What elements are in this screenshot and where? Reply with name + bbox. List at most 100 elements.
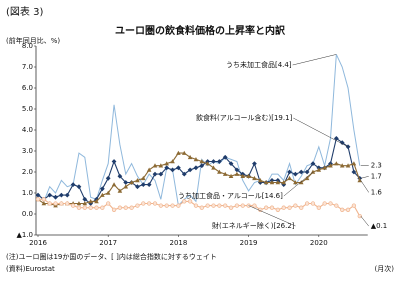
marker [65, 201, 70, 206]
x-tick-label: 2018 [169, 239, 187, 247]
marker [135, 184, 140, 190]
marker [217, 203, 222, 208]
marker [100, 192, 105, 197]
marker [339, 163, 345, 168]
marker [41, 201, 47, 206]
marker [216, 159, 222, 164]
marker [304, 201, 310, 206]
x-tick-label: 2017 [99, 239, 117, 247]
series-label: うち加工食品・アルコール[14.6] [178, 191, 283, 200]
marker [199, 159, 205, 164]
leader-line [248, 205, 296, 227]
marker [76, 184, 82, 190]
marker [176, 150, 181, 155]
marker [234, 171, 240, 176]
marker [117, 188, 123, 193]
marker [252, 161, 257, 166]
series-label: 財(エネルギー除く)[26.2] [212, 221, 295, 230]
marker [293, 203, 298, 208]
marker [105, 190, 111, 195]
marker [193, 157, 199, 162]
marker [70, 182, 76, 187]
marker [211, 159, 216, 164]
marker [88, 201, 94, 206]
marker [117, 205, 123, 210]
marker [275, 207, 281, 212]
marker [310, 201, 316, 206]
marker [59, 192, 64, 198]
marker [334, 161, 339, 166]
marker [252, 175, 257, 181]
marker [152, 163, 158, 168]
marker [117, 173, 123, 179]
figure-label: (図表 3) [6, 5, 43, 18]
marker [345, 207, 351, 212]
marker [146, 167, 152, 172]
marker [275, 180, 281, 185]
value-label: 2.3 [371, 162, 382, 170]
marker [322, 201, 327, 206]
chart-title: ユーロ圏の飲食料価格の上昇率と内訳 [115, 24, 286, 37]
marker [176, 165, 181, 171]
marker [228, 173, 234, 178]
marker [141, 201, 146, 206]
marker [187, 199, 193, 204]
marker [82, 201, 88, 206]
y-tick-label: ▲1.0 [16, 231, 33, 239]
marker [287, 205, 292, 210]
marker [281, 180, 286, 185]
y-tick-label: 1.0 [22, 189, 33, 197]
marker [281, 205, 286, 210]
marker [223, 203, 228, 208]
marker [205, 161, 210, 166]
marker [158, 171, 164, 177]
y-tick-label: 2.0 [22, 168, 33, 176]
x-tick-label: 2019 [240, 239, 258, 247]
marker [293, 171, 298, 177]
marker [263, 180, 269, 185]
marker [252, 203, 257, 208]
marker [211, 165, 216, 170]
leader-line [360, 215, 369, 227]
value-label: 1.7 [371, 172, 382, 180]
marker [135, 178, 140, 183]
marker [100, 205, 105, 210]
marker [334, 203, 339, 208]
marker [105, 175, 111, 181]
marker [123, 184, 129, 189]
marker [70, 203, 76, 208]
marker [351, 161, 357, 166]
marker [41, 197, 46, 202]
marker [35, 197, 41, 202]
marker [287, 175, 292, 181]
marker [328, 201, 333, 206]
marker [170, 159, 175, 164]
marker [217, 169, 222, 174]
leader-line [293, 117, 349, 148]
marker [357, 213, 362, 219]
marker [357, 178, 363, 183]
y-tick-label: 4.0 [22, 126, 33, 134]
marker [47, 201, 52, 206]
marker [322, 165, 327, 170]
marker [299, 205, 304, 210]
marker [94, 199, 99, 204]
y-tick-label: 3.0 [22, 147, 33, 155]
marker [146, 201, 152, 206]
leader-line [360, 180, 369, 193]
marker [246, 173, 251, 178]
marker [193, 203, 199, 208]
marker [76, 201, 82, 206]
marker [135, 203, 140, 208]
note: (注)ユーロ圏は19か国のデータ、[ ]内は総合指数に対するウェイト [6, 252, 217, 261]
marker [88, 199, 93, 204]
marker [228, 161, 234, 166]
source: (資料)Eurostat [6, 264, 55, 273]
marker [182, 199, 187, 204]
marker [199, 163, 205, 169]
y-axis-label: (前年同月比、%) [6, 36, 60, 45]
marker [205, 203, 210, 208]
marker [211, 203, 216, 208]
marker [304, 175, 310, 181]
marker [158, 203, 164, 208]
